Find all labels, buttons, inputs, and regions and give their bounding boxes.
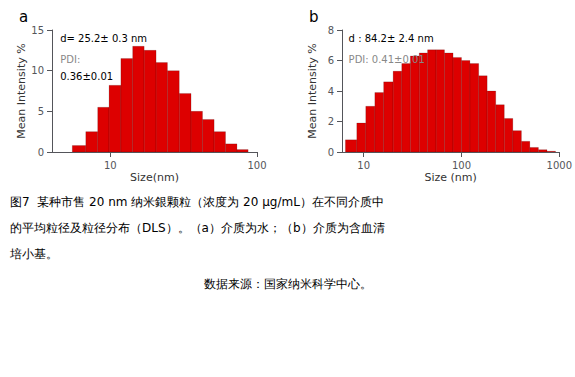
svg-text:100: 100 bbox=[452, 160, 471, 171]
svg-text:0: 0 bbox=[38, 147, 44, 158]
svg-text:100: 100 bbox=[247, 160, 266, 171]
svg-text:d= 25.2± 0.3 nm: d= 25.2± 0.3 nm bbox=[60, 33, 147, 44]
svg-text:数据来源：国家纳米科学中心。: 数据来源：国家纳米科学中心。 bbox=[204, 277, 372, 291]
svg-text:8: 8 bbox=[328, 25, 334, 36]
svg-text:4: 4 bbox=[328, 86, 334, 97]
svg-text:0.36±0.01: 0.36±0.01 bbox=[60, 71, 113, 82]
svg-text:2: 2 bbox=[328, 116, 334, 127]
svg-text:10: 10 bbox=[104, 160, 117, 171]
svg-text:1000: 1000 bbox=[547, 160, 572, 171]
svg-text:培小基。: 培小基。 bbox=[9, 247, 58, 261]
svg-text:b: b bbox=[309, 8, 319, 26]
svg-text:6: 6 bbox=[328, 55, 334, 66]
svg-text:5: 5 bbox=[38, 106, 44, 117]
svg-text:d : 84.2± 2.4 nm: d : 84.2± 2.4 nm bbox=[349, 33, 434, 44]
svg-text:PDI: 0.41±0.01: PDI: 0.41±0.01 bbox=[349, 54, 425, 65]
svg-text:15: 15 bbox=[31, 25, 44, 36]
svg-text:Mean Intensity %: Mean Intensity % bbox=[306, 43, 319, 138]
svg-text:Size (nm): Size (nm) bbox=[424, 171, 476, 184]
svg-text:PDI:: PDI: bbox=[60, 54, 80, 65]
svg-text:图7 某种市售 20 nm 纳米銀颗粒（浓度为 20 μg: 图7 某种市售 20 nm 纳米銀颗粒（浓度为 20 μg/mL）在不同介质中 bbox=[10, 195, 384, 209]
svg-text:10: 10 bbox=[31, 65, 44, 76]
svg-text:Mean Intensity %: Mean Intensity % bbox=[15, 43, 28, 138]
svg-text:a: a bbox=[19, 8, 28, 26]
svg-text:Size(nm): Size(nm) bbox=[130, 171, 179, 184]
svg-text:的平均粒径及粒径分布（DLS）。（a）介质为水；（b）介质为: 的平均粒径及粒径分布（DLS）。（a）介质为水；（b）介质为含血清 bbox=[10, 221, 385, 235]
svg-text:10: 10 bbox=[357, 160, 370, 171]
svg-text:0: 0 bbox=[328, 147, 334, 158]
